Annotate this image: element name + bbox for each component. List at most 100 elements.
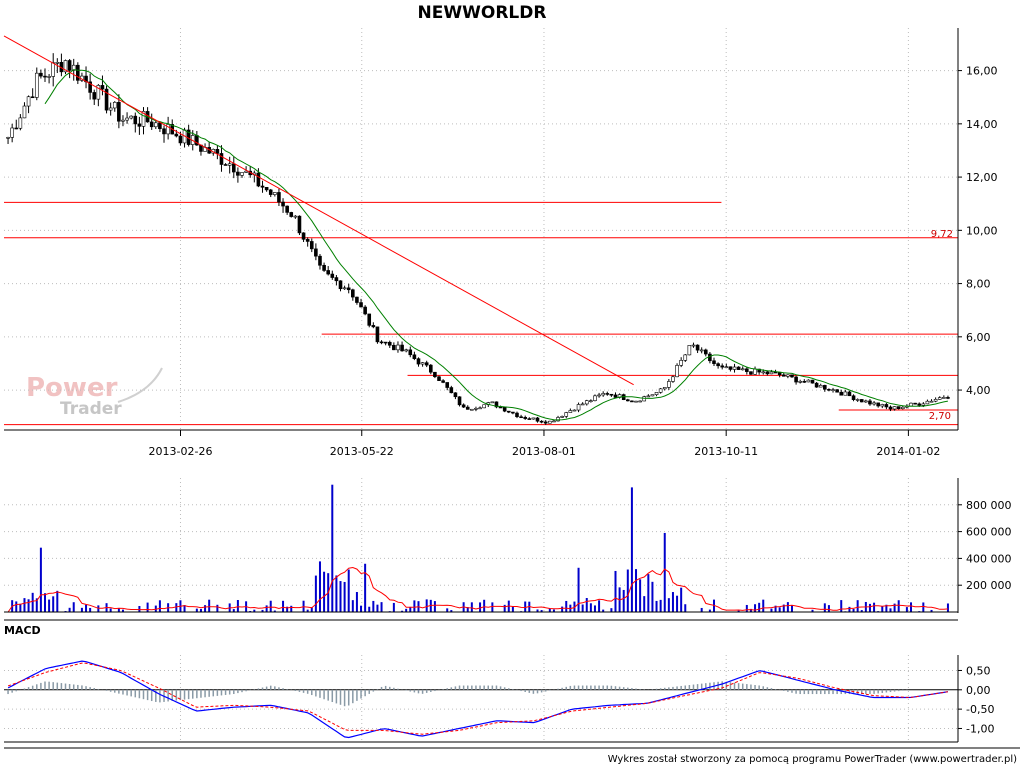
- candle-body: [392, 344, 396, 351]
- volume-bar: [314, 575, 317, 612]
- volume-bar: [265, 605, 268, 612]
- candle-body: [494, 401, 499, 408]
- candle-body: [445, 382, 450, 388]
- candle-body: [305, 239, 310, 242]
- candle-body: [568, 410, 573, 413]
- volume-bar: [204, 605, 207, 612]
- candle-body: [539, 420, 544, 423]
- price-tick-label: 16,00: [966, 65, 998, 78]
- volume-bar: [80, 607, 83, 612]
- candle-body: [761, 371, 766, 374]
- volume-bar: [930, 609, 933, 612]
- candle-body: [892, 406, 897, 410]
- volume-tick-label: 800 000: [966, 499, 1012, 512]
- candle-body: [888, 406, 893, 410]
- candle-body: [814, 382, 819, 388]
- volume-bar: [786, 602, 789, 612]
- volume-bar: [602, 609, 605, 612]
- candle-body: [806, 379, 811, 383]
- candle-body: [786, 374, 790, 377]
- candle-body: [519, 416, 523, 419]
- candle-body: [273, 192, 277, 195]
- macd-grid: [4, 669, 958, 729]
- volume-bar: [881, 606, 884, 612]
- candle-body: [10, 127, 14, 138]
- candle-body: [835, 389, 839, 393]
- volume-bar: [261, 609, 264, 612]
- candle-body: [108, 107, 113, 111]
- candle-body: [449, 387, 454, 394]
- candle-body: [671, 376, 675, 382]
- candle-body: [289, 212, 294, 217]
- candle-body: [39, 72, 43, 77]
- candle-body: [847, 391, 852, 397]
- candle-body: [297, 215, 302, 234]
- price-tick-label: 10,00: [966, 224, 998, 237]
- candle-body: [141, 111, 146, 127]
- volume-bar: [823, 603, 826, 612]
- candle-body: [818, 385, 823, 388]
- candle-body: [408, 349, 413, 356]
- candle-body: [43, 75, 47, 78]
- trend-line: [3, 35, 634, 386]
- candle-body: [133, 115, 138, 125]
- candle-body: [925, 400, 930, 405]
- macd-y-axis: 0,50 0,00 -0,50 -1,00: [958, 664, 994, 735]
- volume-bar: [335, 575, 338, 612]
- volume-bar: [577, 567, 580, 612]
- volume-bar: [885, 604, 888, 612]
- annotation-9-72: 9,72: [931, 229, 953, 240]
- volume-bar: [401, 610, 404, 612]
- volume-tick-label: 400 000: [966, 552, 1012, 565]
- candle-body: [638, 400, 642, 403]
- volume-bar: [433, 601, 436, 612]
- candle-body: [675, 365, 679, 378]
- volume-bar: [667, 598, 670, 612]
- candle-body: [55, 62, 60, 64]
- candle-body: [781, 374, 786, 377]
- volume-bar: [269, 600, 272, 612]
- volume-bar: [199, 608, 202, 612]
- volume-bar: [552, 609, 555, 612]
- volume-bar: [232, 609, 235, 612]
- candle-body: [215, 149, 220, 154]
- volume-bar: [778, 607, 781, 612]
- candle-body: [753, 368, 757, 375]
- volume-bar: [355, 592, 358, 612]
- volume-bar: [323, 571, 326, 612]
- candle-body: [420, 362, 425, 365]
- candle-body: [474, 408, 478, 410]
- volume-bar: [581, 604, 584, 612]
- volume-bar: [368, 606, 371, 612]
- candle-body: [71, 64, 76, 71]
- candle-body: [531, 417, 536, 420]
- candle-body: [790, 374, 794, 378]
- candle-body: [416, 358, 421, 365]
- macd-histogram: [7, 681, 908, 707]
- candle-body: [154, 122, 158, 128]
- candle-body: [112, 102, 117, 109]
- candle-body: [412, 354, 417, 359]
- macd-line: [7, 660, 949, 739]
- candle-body: [552, 420, 556, 423]
- candle-body: [461, 404, 466, 408]
- volume-bar: [626, 569, 629, 612]
- candle-body: [256, 172, 261, 187]
- candle-body: [301, 232, 306, 240]
- price-tick-label: 6,00: [966, 331, 991, 344]
- volume-bar: [946, 603, 949, 612]
- price-moving-average: [44, 69, 948, 421]
- volume-bar: [39, 547, 42, 612]
- candle-body: [178, 135, 183, 144]
- candle-body: [465, 406, 470, 410]
- volume-bar: [405, 608, 408, 612]
- volume-panel: 200 000 400 000 600 000 800 000: [4, 478, 1012, 621]
- volume-bar: [339, 581, 342, 612]
- volume-tick-label: 200 000: [966, 579, 1012, 592]
- candle-body: [318, 255, 322, 266]
- candle-body: [400, 344, 404, 352]
- candle-body: [634, 400, 638, 403]
- volume-bar: [347, 569, 350, 612]
- date-tick-label: 2013-08-01: [512, 445, 576, 458]
